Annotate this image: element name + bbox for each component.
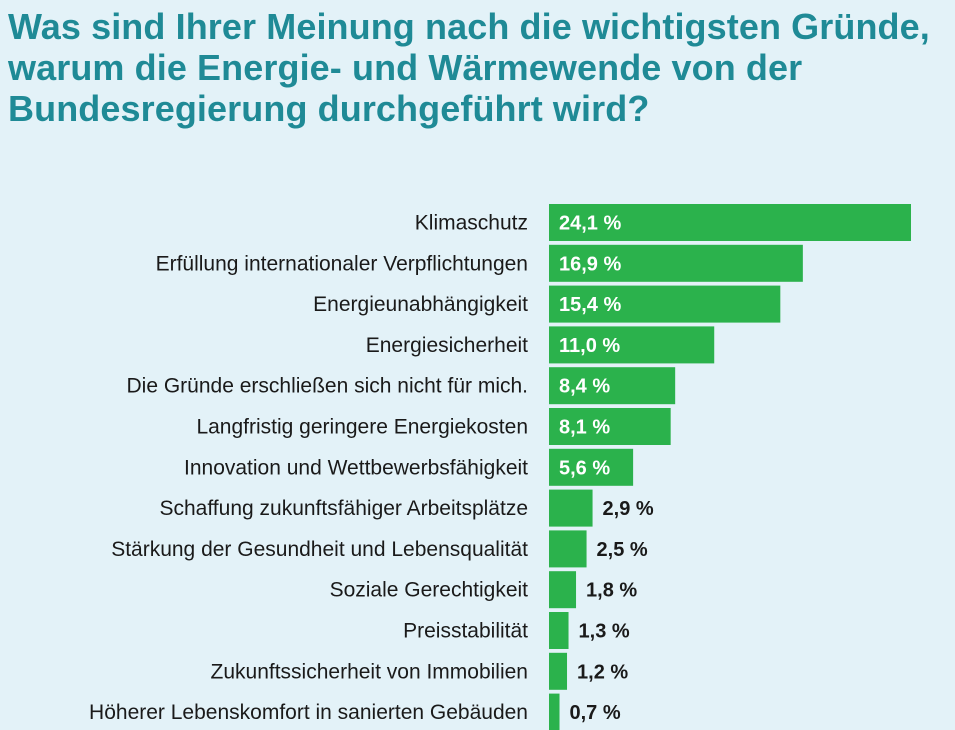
bar-row: Höherer Lebenskomfort in sanierten Gebäu… (89, 693, 621, 730)
category-label: Zukunftssicherheit von Immobilien (211, 660, 528, 683)
value-label: 1,8 % (586, 580, 637, 602)
category-label: Schaffung zukunftsfähiger Arbeitsplätze (159, 497, 528, 520)
value-label: 1,3 % (579, 621, 630, 643)
bar (549, 693, 560, 730)
bar (549, 285, 781, 323)
category-label: Innovation und Wettbewerbsfähigkeit (184, 456, 528, 479)
category-label: Die Gründe erschließen sich nicht für mi… (127, 375, 529, 398)
bar-row: Schaffung zukunftsfähiger Arbeitsplätze 2… (159, 489, 654, 527)
category-label: Höherer Lebenskomfort in sanierten Gebäu… (89, 701, 528, 724)
category-label: Soziale Gerechtigkeit (330, 579, 529, 602)
bar-row: Energieunabhängigkeit 15,4 % (313, 285, 781, 323)
value-label: 5,6 % (559, 457, 610, 479)
category-label: Preisstabilität (403, 620, 528, 643)
value-label: 8,1 % (559, 417, 610, 439)
value-label: 1,2 % (577, 661, 628, 683)
value-label: 16,9 % (559, 253, 621, 275)
bar (549, 530, 587, 568)
bar (549, 448, 634, 486)
category-label: Energiesicherheit (366, 334, 528, 357)
category-label: Stärkung der Gesundheit und Lebensqualit… (111, 538, 528, 561)
bar-row: Innovation und Wettbewerbsfähigkeit 5,6 % (184, 448, 634, 486)
bar-row: Energiesicherheit 11,0 % (366, 326, 715, 364)
bar (549, 571, 577, 609)
bar (549, 204, 911, 241)
category-label: Erfüllung internationaler Verpflichtunge… (156, 252, 528, 275)
value-label: 8,4 % (559, 376, 610, 398)
bar (549, 489, 593, 527)
bar-row: Preisstabilität 1,3 % (403, 612, 630, 649)
bar-row: Soziale Gerechtigkeit 1,8 % (330, 571, 637, 609)
value-label: 2,9 % (603, 498, 654, 520)
bar (549, 652, 568, 690)
bar-row: Langfristig geringere Energiekosten 8,1 % (196, 408, 671, 445)
bar-row: Klimaschutz 24,1 % (415, 204, 911, 241)
value-label: 15,4 % (559, 294, 621, 316)
bar-row: Zukunftssicherheit von Immobilien 1,2 % (211, 652, 628, 690)
bar (549, 244, 803, 282)
bar (549, 367, 676, 405)
bar-row: Die Gründe erschließen sich nicht für mi… (127, 367, 676, 405)
chart-title: Was sind Ihrer Meinung nach die wichtigs… (8, 6, 930, 129)
category-label: Klimaschutz (415, 212, 528, 235)
bar-row: Erfüllung internationaler Verpflichtunge… (156, 244, 803, 282)
bar (549, 408, 671, 445)
bar (549, 326, 715, 364)
bar (549, 612, 569, 649)
value-label: 24,1 % (559, 213, 621, 235)
bar-row: Stärkung der Gesundheit und Lebensqualit… (111, 530, 648, 568)
value-label: 11,0 % (559, 335, 620, 357)
value-label: 2,5 % (597, 539, 648, 561)
category-label: Langfristig geringere Energiekosten (196, 416, 528, 439)
category-label: Energieunabhängigkeit (313, 293, 528, 316)
value-label: 0,7 % (570, 702, 621, 724)
